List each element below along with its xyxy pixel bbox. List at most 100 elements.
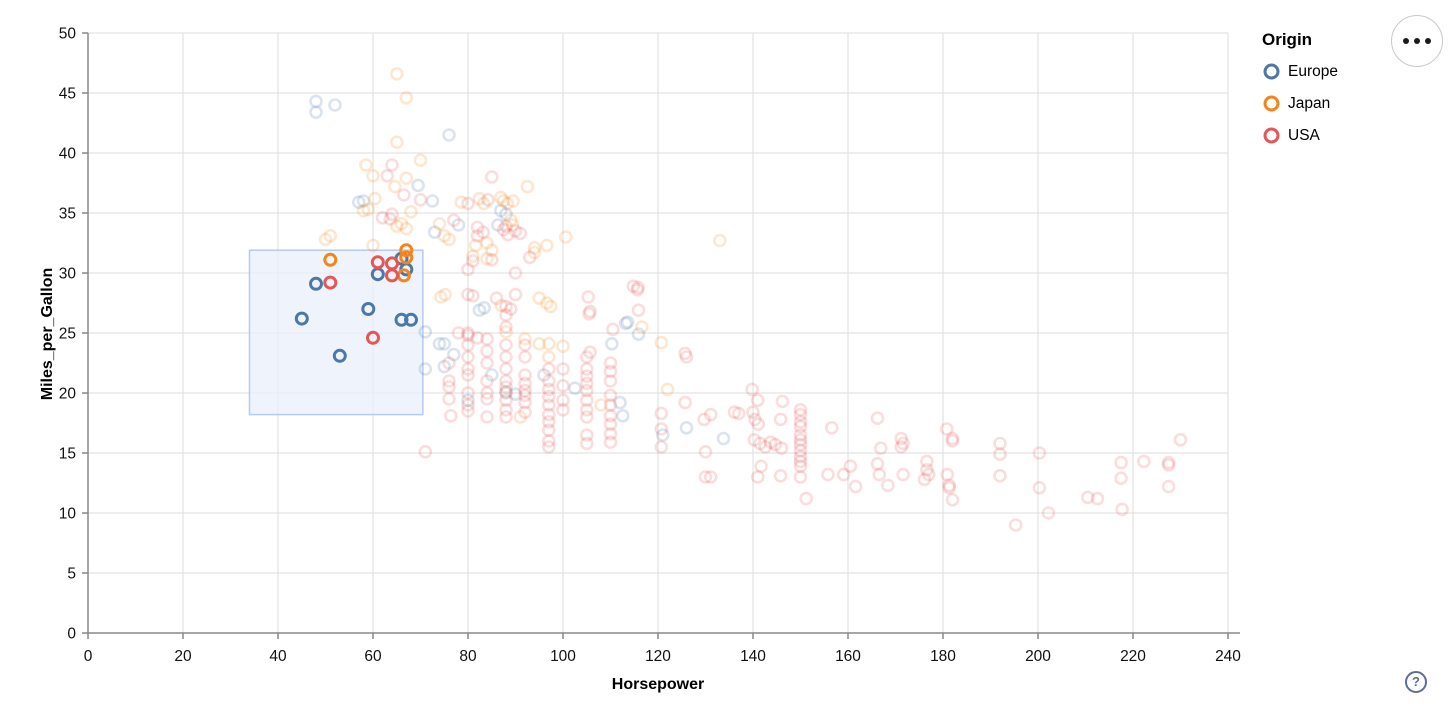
- scatter-point: [763, 435, 778, 450]
- scatter-point: [496, 223, 511, 237]
- scatter-point: [793, 459, 808, 474]
- scatter-point: [703, 470, 718, 484]
- scatter-point: [499, 386, 513, 400]
- scatter-point: [793, 454, 808, 469]
- scatter-point: [660, 382, 675, 397]
- scatter-point: [532, 291, 547, 306]
- legend-item-japan[interactable]: Japan: [1262, 94, 1338, 113]
- scatter-point: [518, 405, 532, 420]
- scatter-point: [484, 170, 499, 184]
- scatter-point: [631, 327, 646, 342]
- scatter-point: [461, 328, 475, 343]
- scatter-point: [703, 407, 718, 422]
- legend-item-label: USA: [1288, 126, 1320, 144]
- scatter-point: [499, 393, 513, 408]
- scatter-point: [541, 374, 556, 388]
- x-tick-label: 60: [364, 648, 382, 665]
- scatter-point: [634, 320, 649, 334]
- scatter-point: [793, 419, 808, 434]
- scatter-point: [594, 398, 608, 412]
- scatter-point: [579, 362, 594, 376]
- scatter-point: [758, 440, 773, 454]
- scatter-point: [499, 207, 513, 221]
- scatter-point: [351, 195, 366, 209]
- legend-item-europe[interactable]: Europe: [1262, 62, 1338, 81]
- scatter-point: [394, 217, 409, 231]
- scatter-point: [418, 324, 433, 339]
- scatter-point: [480, 374, 494, 388]
- scatter-point: [541, 440, 556, 454]
- x-tick-label: 160: [835, 648, 861, 665]
- points-layer: [294, 67, 1188, 532]
- brush-rect[interactable]: [248, 249, 424, 416]
- scatter-point-selected: [399, 250, 414, 265]
- scatter-point: [537, 368, 551, 382]
- scatter-point: [750, 470, 765, 484]
- scatter-point: [579, 410, 594, 424]
- scatter-point: [603, 388, 618, 403]
- scatter-point: [556, 393, 570, 408]
- legend-symbol-ring: [1263, 127, 1280, 144]
- scatter-point-selected: [399, 243, 414, 258]
- help-button[interactable]: ?: [1405, 671, 1427, 693]
- scatter-point: [442, 374, 456, 388]
- scatter-point: [579, 436, 594, 451]
- scatter-point: [499, 299, 513, 314]
- scatter-point: [541, 389, 556, 404]
- scatter-point: [489, 291, 504, 306]
- y-axis-title: Miles_per_Gallon: [39, 267, 56, 401]
- scatter-point: [499, 219, 513, 233]
- scatter-point: [470, 330, 485, 345]
- scatter-point: [425, 194, 440, 208]
- scatter-point-selected: [404, 312, 418, 327]
- scatter-point: [698, 470, 713, 484]
- scatter-point: [613, 395, 627, 410]
- scatter-point: [476, 225, 491, 239]
- scatter-point: [476, 196, 491, 211]
- ellipsis-icon: [1403, 38, 1431, 44]
- scatter-point: [508, 224, 523, 238]
- scatter-point: [1090, 491, 1105, 506]
- scatter-point: [389, 135, 404, 149]
- scatter-point: [499, 362, 513, 376]
- scatter-point: [579, 383, 594, 398]
- scatter-point: [461, 404, 475, 418]
- scatter-point: [399, 221, 414, 236]
- scatter-point: [442, 392, 456, 406]
- x-tick-label: 180: [930, 648, 956, 665]
- scatter-point: [461, 338, 475, 352]
- scatter-point: [518, 395, 532, 410]
- scatter-point: [434, 290, 448, 304]
- scatter-point: [821, 467, 835, 482]
- scatter-point: [824, 420, 839, 435]
- scatter-point: [461, 287, 475, 302]
- scatter-point: [465, 254, 480, 268]
- scatter-point-selected: [309, 276, 323, 291]
- x-tick-label: 200: [1025, 648, 1051, 665]
- scatter-point: [920, 462, 934, 477]
- scatter-point: [465, 288, 480, 303]
- scatter-point: [499, 308, 513, 322]
- scatter-point: [477, 300, 492, 315]
- scatter-point: [615, 408, 630, 423]
- scatter-point-selected: [323, 275, 338, 290]
- scatter-point: [873, 441, 888, 456]
- legend-item-label: Europe: [1288, 62, 1338, 80]
- scatter-point: [793, 449, 808, 464]
- scatter-point: [1032, 480, 1047, 495]
- scatter-point: [793, 432, 808, 447]
- scatter-point: [499, 384, 513, 399]
- scatter-point: [461, 386, 475, 400]
- scatter-point: [679, 350, 694, 364]
- options-menu-button[interactable]: [1391, 15, 1443, 67]
- legend-item-usa[interactable]: USA: [1262, 126, 1338, 145]
- scatter-point: [461, 362, 475, 376]
- scatter-point: [583, 345, 597, 360]
- scatter-point: [480, 356, 494, 370]
- y-tick-label: 35: [59, 206, 76, 223]
- scatter-point: [418, 444, 433, 459]
- scatter-point: [499, 338, 513, 352]
- scatter-point: [432, 336, 447, 351]
- scatter-point: [654, 335, 669, 350]
